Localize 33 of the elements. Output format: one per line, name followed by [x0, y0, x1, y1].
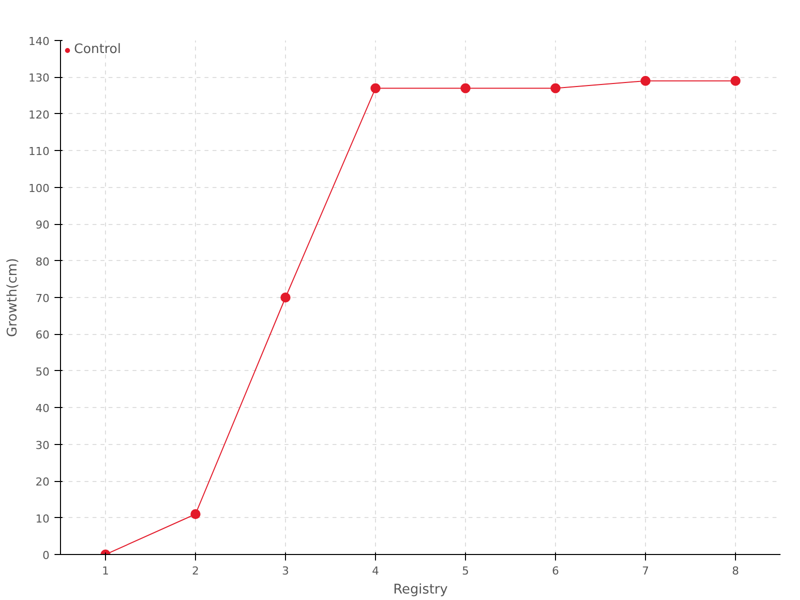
point [550, 83, 560, 94]
x-tick-label: 2 [192, 564, 199, 578]
y-tick-label: 140 [28, 35, 50, 48]
x-tick-label: 8 [732, 564, 739, 578]
y-tick-label: 120 [28, 108, 50, 122]
x-tick-label: 5 [462, 564, 469, 578]
y-tick-label: 60 [36, 328, 50, 342]
y-tick-label: 30 [36, 438, 50, 452]
legend-label: Control [74, 42, 121, 57]
y-tick-label: 20 [36, 476, 50, 489]
x-tick-label: 7 [642, 564, 649, 578]
y-tick-label: 110 [28, 145, 50, 158]
x-axis-title: Registry [393, 582, 448, 598]
x-tick-label: 6 [552, 564, 559, 578]
y-axis-title: Growth(cm) [6, 258, 21, 337]
y-tick-label: 40 [36, 402, 50, 416]
point [460, 83, 470, 94]
point [730, 76, 740, 86]
y-tick-label: 70 [36, 292, 50, 305]
x-tick-label: 3 [282, 564, 289, 578]
x-tick-label: 1 [102, 564, 109, 578]
point [640, 76, 650, 86]
point [190, 509, 200, 520]
point [370, 83, 380, 94]
point [280, 292, 290, 302]
y-tick-label: 130 [28, 72, 50, 85]
x-tick-label: 4 [372, 564, 379, 578]
y-tick-label: 50 [36, 365, 50, 378]
y-tick-label: 90 [36, 218, 50, 232]
y-tick-label: 10 [36, 512, 50, 526]
y-tick-label: 0 [42, 549, 50, 562]
y-tick-label: 80 [36, 255, 50, 268]
y-tick-label: 100 [28, 182, 50, 195]
